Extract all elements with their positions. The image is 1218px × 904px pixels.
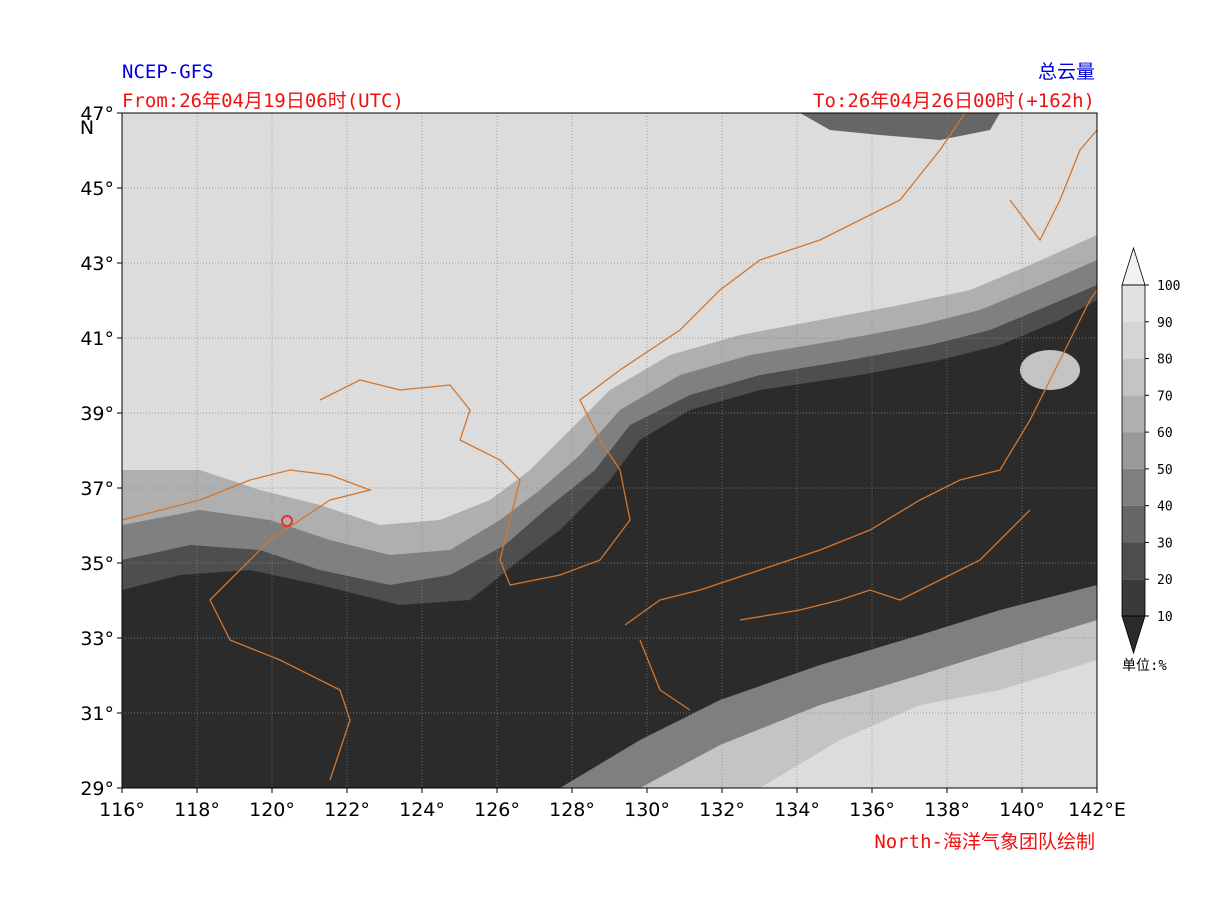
coastline (1009, 129, 1098, 242)
colorbar-frame (1121, 284, 1146, 617)
coastlines (121, 112, 1098, 781)
x-tick-label: 130° (624, 799, 670, 821)
colorbar-tick-label: 100 (1157, 279, 1180, 294)
colorbar-band (1122, 395, 1145, 433)
subtitle-right: To:26年04月26日00时(+162h) (813, 90, 1095, 112)
colorbar-tick-label: 20 (1157, 573, 1173, 588)
y-axis-label: N (80, 117, 94, 139)
colorbar-band (1122, 285, 1145, 322)
colorbar-tick-label: 70 (1157, 389, 1173, 404)
x-tick-label: 118° (174, 799, 220, 821)
colorbar-band (1122, 432, 1145, 469)
credit: North-海洋气象团队绘制 (874, 831, 1095, 853)
x-tick-label: 116° (99, 799, 145, 821)
map-frame (121, 112, 1098, 789)
y-tick-label: 45° (80, 178, 114, 200)
title-left: NCEP-GFS (122, 61, 214, 83)
colorbar-tick-label: 10 (1157, 610, 1173, 625)
y-tick-label: 33° (80, 628, 114, 650)
colorbar-band (1122, 468, 1145, 506)
y-tick-label: 35° (80, 553, 114, 575)
colorbar-band (1122, 321, 1145, 359)
subtitle-left: From:26年04月19日06时(UTC) (122, 90, 404, 112)
x-tick-label: 124° (399, 799, 445, 821)
colorbar: 10 20 30 40 50 60 70 80 90 100 单位:% (1121, 246, 1180, 674)
colorbar-tick-label: 40 (1157, 500, 1173, 515)
x-tick-label: 126° (474, 799, 520, 821)
location-marker (281, 515, 293, 527)
colorbar-tick-label: 30 (1157, 536, 1173, 551)
x-tick-label: 142°E (1068, 799, 1126, 821)
field-band (122, 113, 1097, 525)
colorbar-band (1122, 505, 1145, 543)
grid (122, 113, 1097, 788)
field-band (760, 660, 1097, 788)
y-tick-label: 31° (80, 703, 114, 725)
colorbar-tick-label: 80 (1157, 353, 1173, 368)
x-tick-label: 132° (699, 799, 745, 821)
y-tick-label: 47° (80, 103, 114, 125)
x-tick-label: 136° (849, 799, 895, 821)
x-tick-label: 122° (324, 799, 370, 821)
x-tick-label: 120° (249, 799, 295, 821)
title-right: 总云量 (1038, 61, 1095, 83)
x-tick-label: 138° (924, 799, 970, 821)
colorbar-band (1122, 542, 1145, 580)
x-tick-label: 140° (999, 799, 1045, 821)
y-tick-label: 43° (80, 253, 114, 275)
coastline (319, 112, 966, 586)
colorbar-tick-label: 50 (1157, 463, 1173, 478)
y-tick-label: 41° (80, 328, 114, 350)
x-tick-label: 134° (774, 799, 820, 821)
y-tick-label: 37° (80, 478, 114, 500)
field-band (1020, 350, 1080, 390)
cloud-field (122, 113, 1097, 788)
colorbar-tick-label: 60 (1157, 426, 1173, 441)
colorbar-band (1122, 579, 1145, 616)
y-tick-label: 39° (80, 403, 114, 425)
colorbar-unit: 单位:% (1122, 658, 1167, 674)
colorbar-band (1122, 358, 1145, 396)
y-tick-label: 29° (80, 778, 114, 800)
coastline (121, 469, 373, 781)
colorbar-tick-label: 90 (1157, 316, 1173, 331)
x-tick-label: 128° (549, 799, 595, 821)
field-band (800, 113, 1000, 140)
